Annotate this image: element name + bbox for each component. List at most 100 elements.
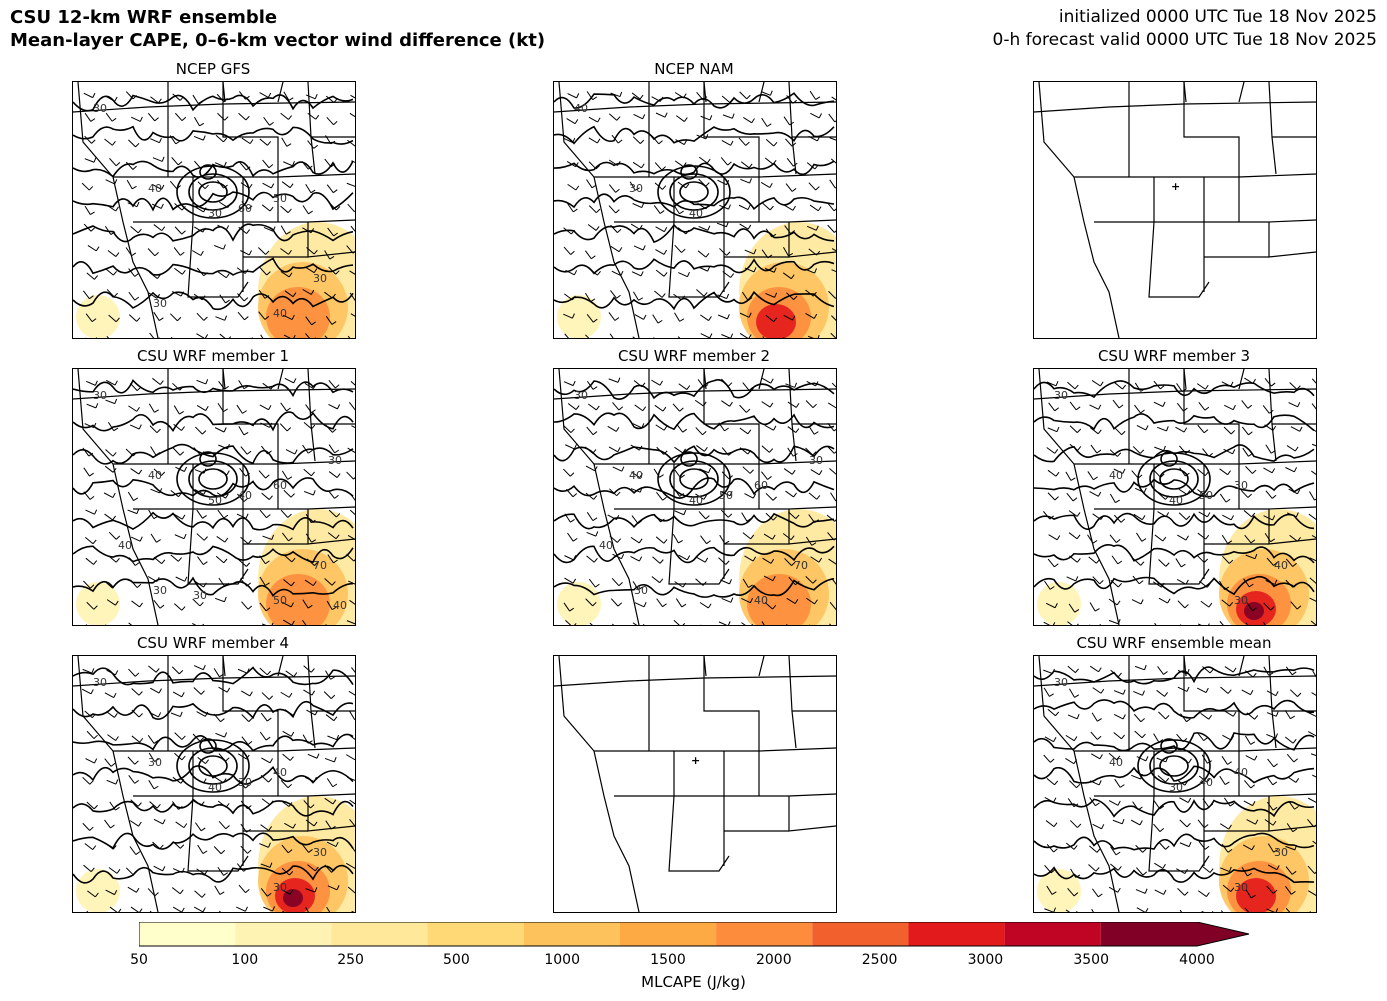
colorbar-tick-label: 4000 — [1179, 952, 1215, 968]
valid-time: 0-h forecast valid 0000 UTC Tue 18 Nov 2… — [992, 30, 1378, 50]
colorbar-tick-label: 2000 — [755, 952, 792, 968]
map-panel-2: 40 30 40 — [553, 81, 837, 339]
site-marker: + — [691, 754, 700, 767]
map-canvas: + — [1034, 82, 1316, 338]
contour-label: 40 — [1109, 756, 1123, 769]
contour-label: 70 — [794, 559, 808, 572]
panel-title-9: CSU WRF ensemble mean — [1076, 634, 1272, 652]
map-panel-6: 30 40 40 50 30 40 30 — [1033, 368, 1317, 626]
colorbar-segment — [235, 922, 332, 946]
shear-contours — [1034, 380, 1315, 596]
cape-shading — [557, 509, 836, 625]
contour-label: 40 — [273, 766, 287, 779]
contour-label: 30 — [208, 207, 222, 220]
map-panel-9: 30 40 30 40 40 30 30 — [1033, 655, 1317, 913]
figure-title: CSU 12-km WRF ensemble Mean-layer CAPE, … — [10, 6, 545, 52]
contour-label: 30 — [193, 589, 207, 602]
colorbar-tick-label: 3000 — [967, 952, 1004, 968]
init-time: initialized 0000 UTC Tue 18 Nov 2025 — [1058, 7, 1377, 27]
state-boundaries — [554, 656, 836, 912]
cape-region — [76, 869, 120, 912]
panel-title-2: NCEP NAM — [654, 60, 734, 78]
wind-barbs — [81, 664, 355, 912]
contour-label: 30 — [1054, 389, 1068, 402]
map-canvas: 30 40 40 50 30 40 30 — [1034, 369, 1316, 625]
contour-label: 30 — [1169, 781, 1183, 794]
panel-title-5: CSU WRF member 2 — [617, 347, 771, 365]
map-canvas: + — [554, 656, 836, 912]
map-panel-1: 30 40 30 60 50 30 40 30 — [72, 81, 356, 339]
colorbar-segment — [331, 922, 428, 946]
shear-contours — [1034, 666, 1315, 884]
contour-label: 40 — [148, 469, 162, 482]
cape-region — [1037, 582, 1081, 625]
colorbar-tick-label: 250 — [337, 952, 364, 968]
contour-label: 30 — [629, 182, 643, 195]
map-canvas: 40 30 40 — [554, 82, 836, 338]
state-boundaries — [554, 82, 836, 338]
cape-shading — [1037, 509, 1316, 625]
contour-label: 30 — [328, 454, 342, 467]
colorbar — [139, 922, 1250, 947]
contour-label: 30 — [153, 584, 167, 597]
figure-timestamp: initialized 0000 UTC Tue 18 Nov 2025 0-h… — [993, 6, 1378, 52]
cape-region — [76, 582, 120, 625]
colorbar-tick-label: 500 — [443, 952, 470, 968]
colorbar-segment — [812, 922, 909, 946]
map-panel-7: 30 30 40 30 40 30 30 — [72, 655, 356, 913]
colorbar-segment — [716, 922, 813, 946]
contour-label: 50 — [719, 489, 733, 502]
colorbar-segment — [139, 922, 236, 946]
contour-label: 40 — [1234, 766, 1248, 779]
contour-label: 30 — [634, 584, 648, 597]
cape-region — [266, 574, 330, 625]
colorbar-extend-arrow — [1197, 922, 1249, 946]
colorbar-tick-label: 100 — [231, 952, 259, 968]
title-line-2: Mean-layer CAPE, 0–6-km vector wind diff… — [10, 30, 546, 51]
cape-region — [1037, 869, 1081, 912]
contour-label: 40 — [689, 207, 703, 220]
contour-label: 30 — [153, 297, 167, 310]
contour-label: 30 — [1054, 676, 1068, 689]
colorbar-tick-label: 3500 — [1073, 952, 1110, 968]
contour-label: 30 — [574, 389, 588, 402]
contour-label: 30 — [273, 881, 287, 894]
cape-region — [76, 295, 120, 338]
panel-title-4: CSU WRF member 1 — [136, 347, 290, 365]
cape-region — [557, 295, 601, 338]
contour-label: 40 — [754, 594, 768, 607]
contour-label: 40 — [1169, 494, 1183, 507]
contour-label: 40 — [1199, 776, 1213, 789]
map-panel-5: 30 40 40 50 60 70 40 30 40 30 — [553, 368, 837, 626]
contour-label: 40 — [629, 469, 643, 482]
contour-label: 40 — [148, 182, 162, 195]
shear-contours — [73, 666, 354, 884]
title-line-1: CSU 12-km WRF ensemble — [10, 7, 278, 28]
contour-label: 40 — [273, 307, 287, 320]
contour-label: 40 — [689, 494, 703, 507]
contour-label: 40 — [1274, 559, 1288, 572]
wind-barbs — [563, 377, 836, 625]
contour-label: 60 — [273, 479, 287, 492]
map-panel-blank-8: + — [553, 655, 837, 913]
cape-region — [756, 304, 796, 338]
colorbar-segment — [1100, 922, 1197, 946]
colorbar-segment — [427, 922, 524, 946]
cape-region — [557, 582, 601, 625]
contour-label: 60 — [754, 479, 768, 492]
contour-label: 40 — [238, 489, 252, 502]
map-canvas: 30 40 30 40 40 30 30 — [1034, 656, 1316, 912]
contour-label: 40 — [333, 599, 347, 612]
contour-label: 30 — [93, 389, 107, 402]
map-canvas: 30 40 50 40 60 70 50 30 40 30 30 40 — [73, 369, 355, 625]
contour-label: 30 — [1234, 881, 1248, 894]
contour-label: 30 — [313, 272, 327, 285]
wind-barbs — [1043, 377, 1316, 625]
wind-barbs — [82, 377, 355, 625]
contour-label: 30 — [1234, 594, 1248, 607]
contour-label: 40 — [599, 539, 613, 552]
contour-label: 30 — [1234, 479, 1248, 492]
cape-shading — [76, 796, 355, 912]
cape-shading — [76, 509, 355, 625]
map-panel-4: 30 40 50 40 60 70 50 30 40 30 30 40 — [72, 368, 356, 626]
